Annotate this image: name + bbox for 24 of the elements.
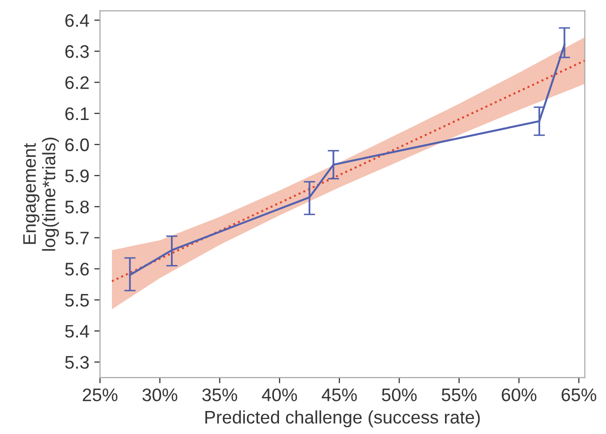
y-tick-label: 5.9: [65, 170, 89, 182]
y-tick-label: 5.8: [65, 200, 89, 214]
x-axis-title: Predicted challenge (success rate): [205, 410, 480, 428]
x-tick-label: 25%: [82, 388, 118, 402]
y-tick-label: 5.5: [65, 294, 89, 307]
x-tick-label: 60%: [502, 388, 536, 402]
x-tick-label: 35%: [202, 388, 238, 402]
y-tick-label: 5.4: [65, 325, 90, 338]
line-series: [110, 60, 585, 282]
y-tick-label: 5.3: [65, 356, 89, 369]
x-tick-label: 55%: [442, 388, 477, 402]
y-tick-label: 5.7: [65, 232, 89, 244]
y-tick-label: 6.1: [65, 107, 89, 120]
y-tick-label: 5.6: [65, 262, 89, 276]
x-tick-label: 50%: [382, 388, 417, 402]
x-tick-label: 65%: [562, 388, 596, 402]
x-tick-label: 30%: [142, 388, 178, 402]
y-axis-title: Engagement log(time*trials): [23, 138, 59, 251]
y-tick-label: 6.2: [65, 76, 89, 90]
y-tick-label: 6.0: [65, 138, 89, 152]
x-tick-label: 40%: [262, 388, 297, 402]
y-tick-label: 6.3: [65, 45, 89, 58]
y-tick-label: 6.4: [65, 14, 90, 27]
x-tick-label: 45%: [322, 388, 357, 402]
